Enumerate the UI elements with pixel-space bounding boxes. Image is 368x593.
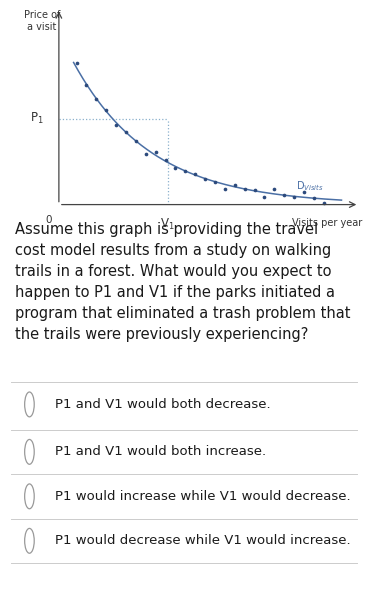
Point	[163, 155, 169, 164]
Point	[202, 174, 208, 184]
Text: Assume this graph is providing the travel
cost model results from a study on wal: Assume this graph is providing the trave…	[15, 222, 350, 342]
Text: V$_1$: V$_1$	[160, 216, 175, 232]
Point	[301, 187, 307, 196]
Point	[113, 120, 119, 129]
Point	[133, 136, 139, 146]
Point	[192, 169, 198, 178]
Text: P1 and V1 would both decrease.: P1 and V1 would both decrease.	[55, 398, 271, 411]
Point	[262, 192, 268, 202]
Point	[123, 127, 129, 137]
Text: Price of
a visit: Price of a visit	[24, 10, 60, 32]
Point	[281, 190, 287, 199]
Text: P$_1$: P$_1$	[31, 111, 44, 126]
Point	[272, 184, 277, 194]
Text: 0: 0	[45, 215, 52, 225]
Point	[153, 148, 159, 157]
Point	[252, 186, 258, 195]
Text: Visits per year: Visits per year	[292, 218, 362, 228]
Text: P1 would increase while V1 would decrease.: P1 would increase while V1 would decreas…	[55, 490, 351, 503]
Point	[84, 81, 89, 90]
Point	[311, 193, 317, 203]
Point	[242, 184, 248, 193]
Point	[93, 94, 99, 103]
Point	[222, 184, 228, 193]
Text: D$_{Visits}$: D$_{Visits}$	[296, 179, 323, 193]
Point	[74, 58, 79, 68]
Point	[143, 149, 149, 158]
Point	[103, 106, 109, 115]
Point	[183, 167, 188, 176]
Point	[232, 180, 238, 190]
Point	[173, 164, 178, 173]
Text: P1 and V1 would both increase.: P1 and V1 would both increase.	[55, 445, 266, 458]
Point	[321, 198, 327, 208]
Point	[212, 178, 218, 187]
Point	[291, 193, 297, 202]
Text: P1 would decrease while V1 would increase.: P1 would decrease while V1 would increas…	[55, 534, 351, 547]
